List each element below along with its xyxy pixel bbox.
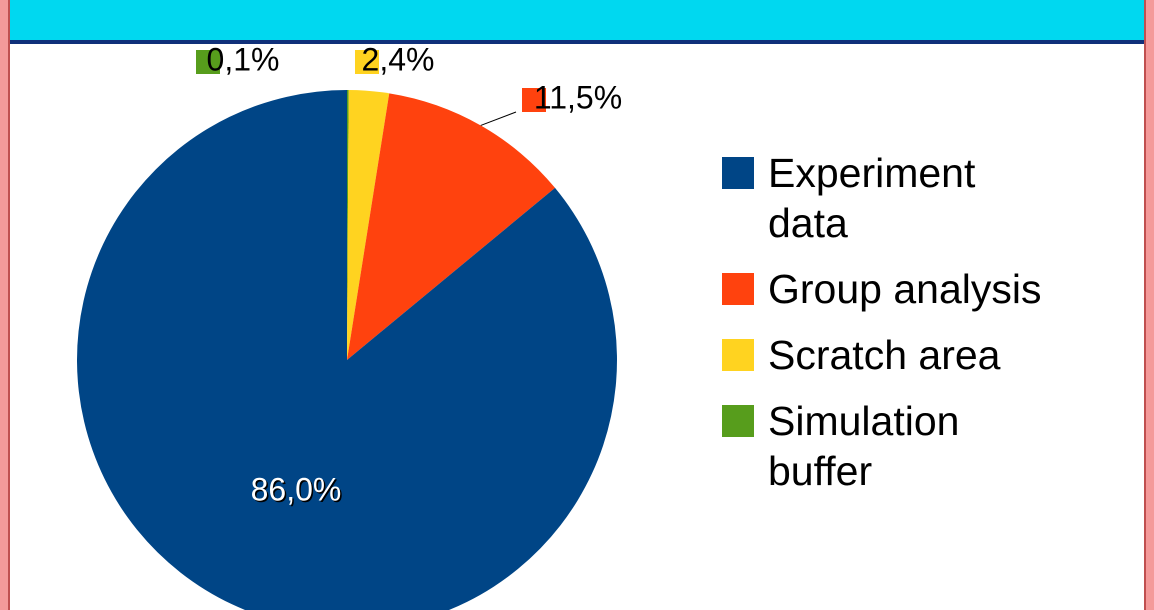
pie-slice xyxy=(347,90,349,360)
side-border xyxy=(1144,0,1154,610)
legend-swatch xyxy=(722,273,754,305)
value-label: 0,1% xyxy=(207,41,280,77)
pie-slice xyxy=(77,90,617,610)
value-label-swatch xyxy=(196,50,220,74)
legend-item: Group analysis xyxy=(722,264,1042,314)
legend-swatch xyxy=(722,339,754,371)
title-banner xyxy=(10,0,1144,40)
legend: Experiment data Group analysis Scratch are… xyxy=(722,148,1042,496)
legend-label: Simulation buffer xyxy=(768,398,960,494)
legend-swatch xyxy=(722,157,754,189)
value-label-shadow: 86,0% xyxy=(252,473,343,509)
pie-slice xyxy=(347,93,556,360)
legend-label: Scratch area xyxy=(768,332,1001,378)
value-label: 86,0% xyxy=(251,471,342,507)
value-label: 11,5% xyxy=(534,79,622,115)
value-label-swatch xyxy=(522,88,546,112)
legend-item: Scratch area xyxy=(722,330,1042,380)
legend-label: Group analysis xyxy=(768,266,1042,312)
chart: 86,0%86,0%11,5%2,4%0,1% xyxy=(77,41,622,610)
value-label: 2,4% xyxy=(362,41,435,77)
legend-label: Experiment data xyxy=(768,150,976,246)
value-label-swatch xyxy=(355,50,379,74)
legend-item: Experiment data xyxy=(722,148,1042,248)
leader-line xyxy=(480,111,517,126)
side-border xyxy=(0,0,10,610)
legend-item: Simulation buffer xyxy=(722,396,1042,496)
pie-slice xyxy=(347,90,390,360)
legend-swatch xyxy=(722,405,754,437)
